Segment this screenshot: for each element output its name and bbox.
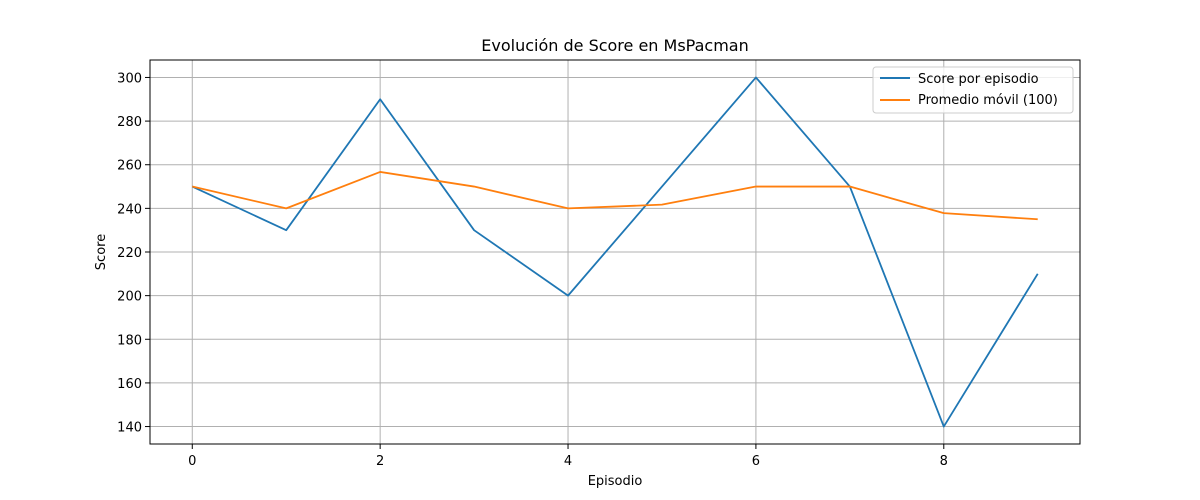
y-tick-label: 140 bbox=[117, 421, 142, 436]
legend: Score por episodio Promedio móvil (100) bbox=[872, 66, 1074, 114]
y-tick-label: 300 bbox=[117, 71, 142, 86]
legend-label-moving-average: Promedio móvil (100) bbox=[918, 93, 1058, 108]
x-tick-label: 4 bbox=[564, 454, 572, 469]
legend-box bbox=[872, 66, 1074, 114]
y-tick-label: 260 bbox=[117, 159, 142, 174]
y-tick-label: 220 bbox=[117, 246, 142, 261]
x-tick-label: 2 bbox=[376, 454, 384, 469]
y-tick-label: 240 bbox=[117, 202, 142, 217]
y-tick-label: 180 bbox=[117, 333, 142, 348]
chart-title: Evolución de Score en MsPacman bbox=[481, 36, 748, 55]
y-tick-label: 160 bbox=[117, 377, 142, 392]
x-tick-label: 8 bbox=[940, 454, 948, 469]
x-axis-label: Episodio bbox=[588, 474, 643, 489]
score-series-line bbox=[191, 76, 1039, 428]
legend-label-score: Score por episodio bbox=[918, 72, 1039, 87]
x-tick-label: 6 bbox=[752, 454, 760, 469]
y-tick-label: 280 bbox=[117, 115, 142, 130]
y-tick-label: 200 bbox=[117, 290, 142, 305]
axis-ticks: 0 2 4 6 8 140 160 180 200 220 240 260 280 300 bbox=[117, 71, 948, 469]
y-axis-label: Score bbox=[94, 234, 109, 270]
moving-average-series-line bbox=[192, 171, 1038, 221]
x-tick-label: 0 bbox=[188, 454, 196, 469]
series-lines bbox=[191, 76, 1039, 428]
